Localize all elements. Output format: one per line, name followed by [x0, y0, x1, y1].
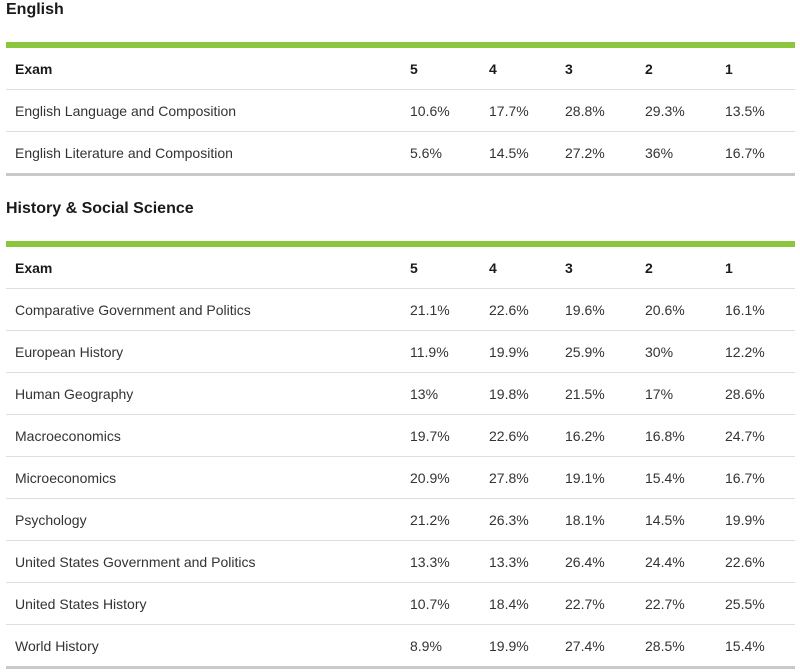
exam-name: Comparative Government and Politics: [6, 288, 401, 331]
score-3-percent: 27.2%: [565, 144, 605, 161]
score-3-percent: 19.1%: [556, 456, 636, 499]
exam-name: European History: [6, 330, 401, 373]
score-2-percent: 29.3%: [636, 89, 716, 132]
exam-name: Psychology: [6, 498, 401, 541]
score-2-percent: 20.6%: [636, 288, 716, 331]
score-3-percent: 22.7%: [556, 582, 636, 625]
score-4-percent: 17.7%: [480, 89, 556, 132]
score-3-percent: 25.9%: [556, 330, 636, 373]
score-5-percent: 10.6%: [401, 89, 480, 132]
table-row: Comparative Government and Politics 21.1…: [6, 288, 795, 331]
score-5-percent: 13%: [401, 372, 480, 415]
score-1-percent: 28.6%: [716, 372, 795, 415]
score-3-percent: 19.6%: [556, 288, 636, 331]
history-scores-table: Exam 5 4 3 2 1 Comparative Government an…: [6, 241, 795, 669]
column-header-score-3: 3: [556, 244, 636, 289]
score-4-percent: 18.4%: [480, 582, 556, 625]
table-row: United States Government and Politics 13…: [6, 540, 795, 583]
table-header-row: Exam 5 4 3 2 1: [6, 244, 795, 289]
score-1-percent: 13.5%: [716, 89, 795, 132]
exam-name: Macroeconomics: [6, 414, 401, 457]
score-5-percent: 10.7%: [401, 582, 480, 625]
exam-name: United States History: [6, 582, 401, 625]
score-4-percent: 27.8%: [480, 456, 556, 499]
score-2-percent: 15.4%: [636, 456, 716, 499]
exam-name: English Literature and Composition: [15, 144, 233, 161]
score-5-percent: 20.9%: [401, 456, 480, 499]
column-header-score-2: 2: [636, 244, 716, 289]
score-2-percent: 14.5%: [636, 498, 716, 541]
table-row: World History 8.9% 19.9% 27.4% 28.5% 15.…: [6, 625, 795, 668]
english-scores-table: Exam 5 4 3 2 1 English Language and Comp…: [6, 42, 795, 176]
score-1-percent: 24.7%: [716, 414, 795, 457]
column-header-score-4: 4: [480, 45, 556, 90]
column-header-score-1: 1: [716, 45, 795, 90]
score-3-percent: 27.4%: [565, 637, 605, 654]
column-header-score-4: 4: [480, 244, 556, 289]
score-5-percent: 11.9%: [401, 330, 480, 373]
score-2-percent: 30%: [636, 330, 716, 373]
score-1-percent: 12.2%: [716, 330, 795, 373]
score-2-percent: 28.5%: [645, 637, 685, 654]
score-5-percent: 21.2%: [401, 498, 480, 541]
score-1-percent: 15.4%: [725, 637, 765, 654]
score-4-percent: 19.8%: [480, 372, 556, 415]
score-5-percent: 19.7%: [401, 414, 480, 457]
exam-name: Microeconomics: [6, 456, 401, 499]
score-1-percent: 25.5%: [716, 582, 795, 625]
column-header-score-3: 3: [556, 45, 636, 90]
table-row: European History 11.9% 19.9% 25.9% 30% 1…: [6, 330, 795, 373]
table-row: Psychology 21.2% 26.3% 18.1% 14.5% 19.9%: [6, 498, 795, 541]
score-2-percent: 24.4%: [636, 540, 716, 583]
score-5-percent: 8.9%: [410, 637, 442, 654]
column-header-score-5: 5: [401, 244, 480, 289]
score-4-percent: 19.9%: [489, 637, 529, 654]
column-header-exam: Exam: [6, 244, 401, 289]
exam-name: English Language and Composition: [6, 89, 401, 132]
score-3-percent: 18.1%: [556, 498, 636, 541]
score-3-percent: 16.2%: [556, 414, 636, 457]
column-header-score-1: 1: [716, 244, 795, 289]
exam-name: United States Government and Politics: [6, 540, 401, 583]
exam-name: Human Geography: [6, 372, 401, 415]
score-3-percent: 21.5%: [556, 372, 636, 415]
score-1-percent: 16.7%: [725, 144, 765, 161]
table-header-row: Exam 5 4 3 2 1: [6, 45, 795, 90]
table-row: Human Geography 13% 19.8% 21.5% 17% 28.6…: [6, 372, 795, 415]
score-3-percent: 26.4%: [556, 540, 636, 583]
score-4-percent: 13.3%: [480, 540, 556, 583]
table-row: Microeconomics 20.9% 27.8% 19.1% 15.4% 1…: [6, 456, 795, 499]
score-5-percent: 21.1%: [401, 288, 480, 331]
column-header-exam: Exam: [6, 45, 401, 90]
score-5-percent: 5.6%: [410, 144, 442, 161]
section-title-english: English: [6, 1, 64, 18]
score-2-percent: 16.8%: [636, 414, 716, 457]
score-4-percent: 22.6%: [480, 288, 556, 331]
table-row: United States History 10.7% 18.4% 22.7% …: [6, 582, 795, 625]
score-2-percent: 36%: [645, 144, 674, 161]
score-4-percent: 26.3%: [480, 498, 556, 541]
table-row: English Language and Composition 10.6% 1…: [6, 89, 795, 132]
table-row: English Literature and Composition 5.6% …: [6, 132, 795, 175]
exam-name: World History: [15, 637, 99, 654]
score-2-percent: 17%: [636, 372, 716, 415]
column-header-score-5: 5: [401, 45, 480, 90]
score-1-percent: 19.9%: [716, 498, 795, 541]
table-row: Macroeconomics 19.7% 22.6% 16.2% 16.8% 2…: [6, 414, 795, 457]
score-1-percent: 16.1%: [716, 288, 795, 331]
score-4-percent: 22.6%: [480, 414, 556, 457]
score-1-percent: 16.7%: [716, 456, 795, 499]
score-5-percent: 13.3%: [401, 540, 480, 583]
score-4-percent: 14.5%: [489, 144, 529, 161]
score-2-percent: 22.7%: [636, 582, 716, 625]
score-3-percent: 28.8%: [556, 89, 636, 132]
score-1-percent: 22.6%: [716, 540, 795, 583]
section-title-history-social-science: History & Social Science: [6, 200, 194, 217]
column-header-score-2: 2: [636, 45, 716, 90]
score-4-percent: 19.9%: [480, 330, 556, 373]
